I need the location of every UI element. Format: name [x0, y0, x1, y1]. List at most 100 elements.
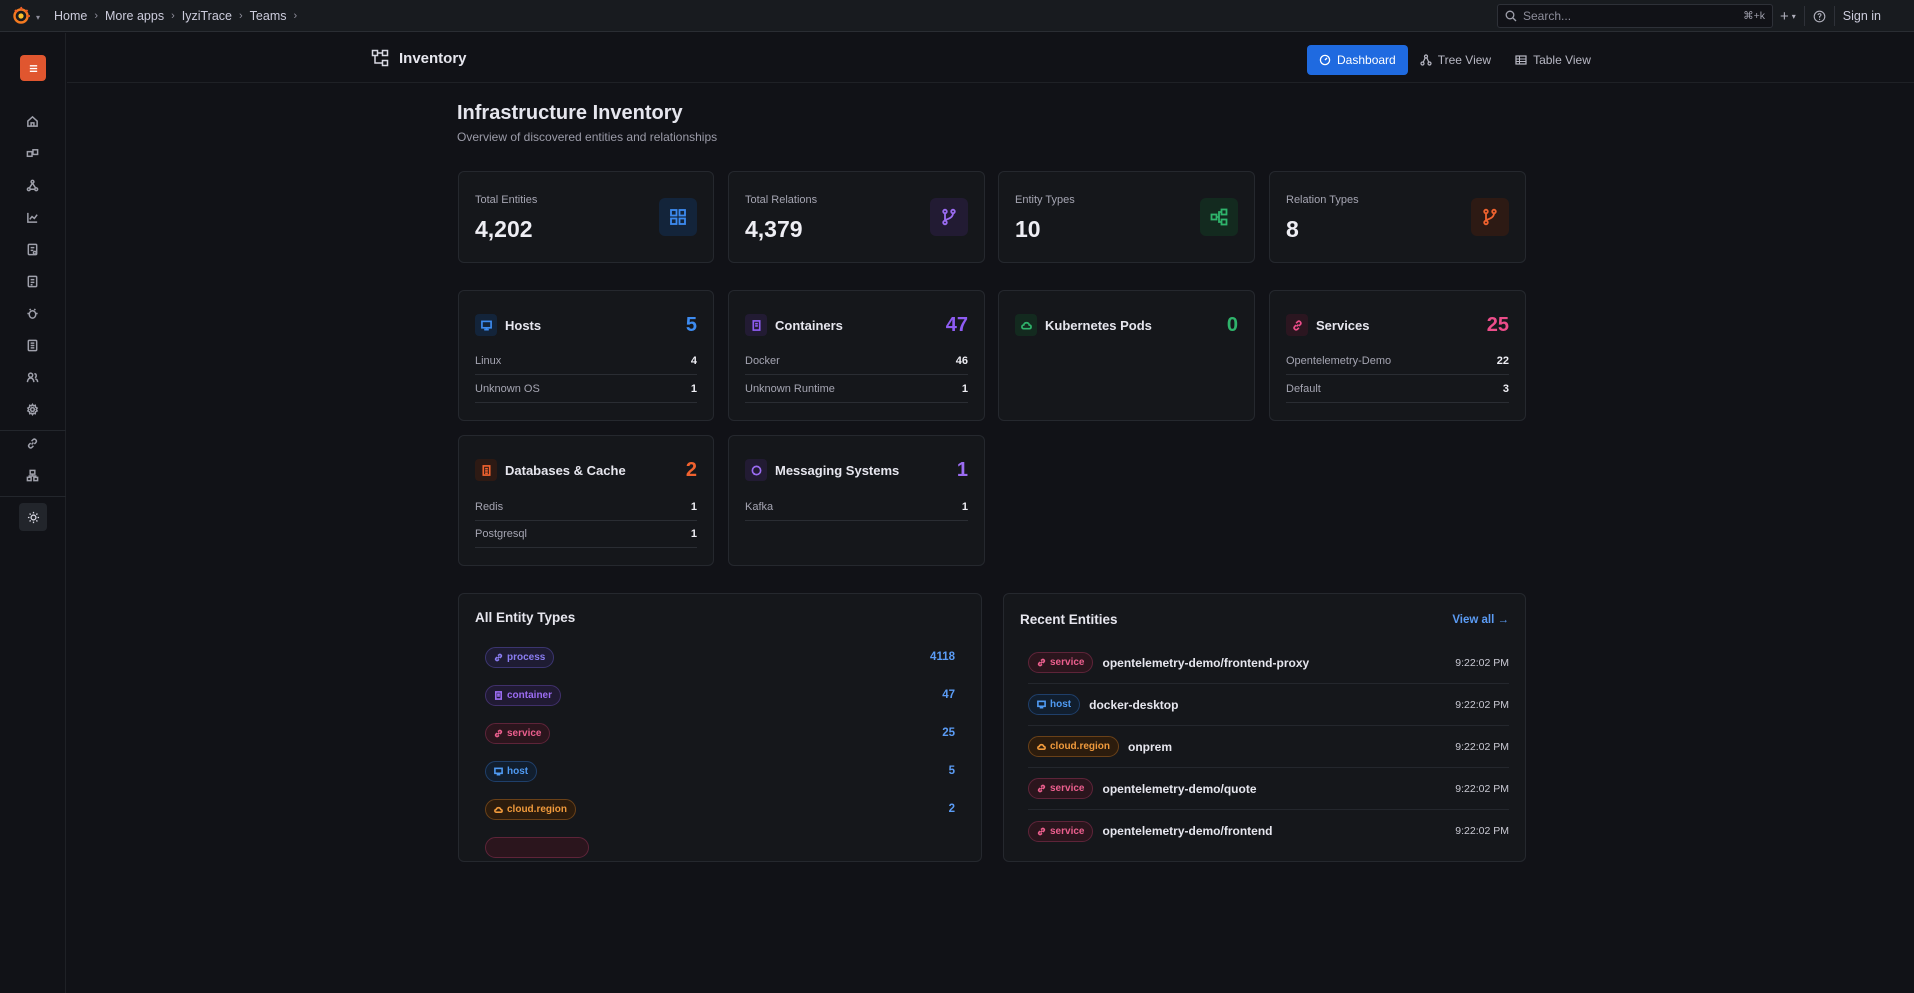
help-button[interactable] [1813, 10, 1826, 23]
stat-value: 8 [1286, 216, 1299, 242]
row-label: Docker [745, 355, 780, 367]
branch-icon [930, 198, 968, 236]
breadcrumb-iyzitrace[interactable]: IyziTrace [181, 8, 232, 23]
view-all-link[interactable]: View all → [1452, 614, 1509, 626]
entity-time: 9:22:02 PM [1455, 698, 1509, 711]
sidebar-divider [0, 430, 66, 431]
menu-toggle-button[interactable] [20, 55, 46, 81]
entity-type-count: 5 [948, 765, 955, 777]
row-value: 1 [690, 383, 697, 395]
category-header: Hosts 5 [475, 312, 697, 338]
entity-time: 9:22:02 PM [1455, 782, 1509, 795]
dashboard-icon [1319, 54, 1331, 66]
entity-tag-service: service [1028, 652, 1094, 673]
stat-value: 10 [1015, 216, 1041, 242]
category-card-messaging-systems[interactable]: Messaging Systems 1 Kafka 1 [728, 435, 985, 566]
hierarchy-icon [1200, 198, 1238, 236]
sign-in-button[interactable]: Sign in [1842, 9, 1882, 23]
entity-type-count: 2 [948, 803, 955, 815]
stat-label: Total Relations [745, 194, 818, 206]
row-label: Opentelemetry-Demo [1286, 355, 1392, 367]
sidebar-chart-icon[interactable] [22, 207, 42, 227]
row-label: Default [1286, 383, 1321, 395]
breadcrumb-home[interactable]: Home [54, 8, 88, 23]
tab-table-view-label: Table View [1533, 53, 1591, 67]
row-value: 1 [690, 501, 697, 513]
recent-entity-row[interactable]: service opentelemetry-demo/frontend 9:22… [1028, 810, 1509, 852]
entity-types-panel: All Entity Types process 4118 container … [458, 593, 982, 862]
divider [1803, 6, 1805, 26]
category-title: Kubernetes Pods [1045, 317, 1152, 333]
sidebar-settings-icon[interactable] [22, 399, 42, 419]
entity-type-row[interactable]: host 5 [485, 759, 955, 783]
sidebar-home-icon[interactable] [22, 111, 42, 131]
sidebar-hierarchy-icon[interactable] [22, 465, 42, 485]
category-card-services[interactable]: Services 25 Opentelemetry-Demo 22 Default… [1269, 290, 1526, 421]
category-count: 1 [956, 458, 968, 481]
link-icon [1286, 314, 1308, 336]
database-icon [475, 459, 497, 481]
stat-label: Total Entities [475, 194, 538, 206]
category-count: 25 [1486, 313, 1509, 336]
row-value: 46 [955, 355, 968, 367]
breadcrumb-teams[interactable]: Teams [249, 8, 287, 23]
sidebar-link-icon[interactable] [22, 433, 42, 453]
category-card-kubernetes-pods[interactable]: Kubernetes Pods 0 [998, 290, 1255, 421]
entity-time: 9:22:02 PM [1455, 656, 1509, 669]
row-label: Unknown Runtime [745, 383, 835, 395]
entity-tag-label: cloud.region [1050, 741, 1110, 752]
category-title: Services [1316, 317, 1370, 333]
recent-entity-row[interactable]: host docker-desktop 9:22:02 PM [1028, 684, 1509, 726]
sidebar-report-icon[interactable] [22, 239, 42, 259]
recent-entity-row[interactable]: service opentelemetry-demo/frontend-prox… [1028, 642, 1509, 684]
theme-toggle-button[interactable] [19, 503, 47, 531]
entity-type-row[interactable]: container 47 [485, 683, 955, 707]
stat-value: 4,379 [745, 216, 803, 242]
stat-label: Relation Types [1286, 194, 1359, 206]
category-row: Docker 46 [745, 348, 968, 375]
chevron-right-icon: › [94, 9, 99, 22]
row-value: 1 [961, 501, 968, 513]
sidebar-list-icon[interactable] [22, 271, 42, 291]
page-header: Inventory Dashboard Tree View Table View [67, 33, 1914, 83]
entity-type-row[interactable]: process 4118 [485, 645, 955, 669]
help-icon [1813, 10, 1826, 22]
tab-tree-view[interactable]: Tree View [1408, 45, 1503, 75]
entity-tag-cloud-region: cloud.region [1028, 736, 1119, 757]
entity-name: opentelemetry-demo/frontend [1102, 824, 1273, 838]
category-card-hosts[interactable]: Hosts 5 Linux 4 Unknown OS 1 [458, 290, 714, 421]
new-button[interactable]: + ▾ [1780, 8, 1796, 25]
entity-tag-host: host [1028, 694, 1081, 715]
grafana-logo-icon[interactable]: ▾ [4, 0, 40, 32]
entity-type-row[interactable]: service 25 [485, 721, 955, 745]
sidebar-topology-icon[interactable] [22, 175, 42, 195]
category-header: Containers 47 [745, 312, 968, 338]
recent-entity-row[interactable]: cloud.region onprem 9:22:02 PM [1028, 726, 1509, 768]
sidebar-document-icon[interactable] [22, 335, 42, 355]
link-icon [1037, 827, 1046, 835]
category-card-databases-cache[interactable]: Databases & Cache 2 Redis 1 Postgresql 1 [458, 435, 714, 566]
chevron-down-icon: ▾ [35, 12, 40, 22]
category-title: Hosts [505, 317, 542, 333]
entity-tag-label: host [1050, 699, 1072, 710]
chevron-right-icon: › [239, 9, 243, 22]
sidebar-users-icon[interactable] [22, 367, 42, 387]
search-input[interactable]: Search... ⌘+k [1497, 4, 1773, 28]
category-card-containers[interactable]: Containers 47 Docker 46 Unknown Runtime 1 [728, 290, 985, 421]
category-row: Unknown OS 1 [475, 376, 697, 403]
row-label: Redis [475, 501, 504, 513]
entity-type-count: 47 [942, 689, 955, 701]
entity-type-row[interactable]: cloud.region 2 [485, 797, 955, 821]
breadcrumb-more-apps[interactable]: More apps [105, 8, 165, 23]
divider [1833, 6, 1835, 26]
recent-entity-row[interactable]: service opentelemetry-demo/quote 9:22:02… [1028, 768, 1509, 810]
category-title: Databases & Cache [505, 462, 626, 478]
panel-title: All Entity Types [475, 610, 576, 625]
tab-dashboard[interactable]: Dashboard [1307, 45, 1408, 75]
entity-tag-label: process [507, 651, 546, 663]
link-icon [1037, 658, 1046, 667]
sidebar-bug-icon[interactable] [22, 303, 42, 323]
sidebar-apps-icon[interactable] [22, 143, 42, 163]
stat-card-total-relations: Total Relations 4,379 [728, 171, 985, 263]
tab-table-view[interactable]: Table View [1503, 45, 1603, 75]
